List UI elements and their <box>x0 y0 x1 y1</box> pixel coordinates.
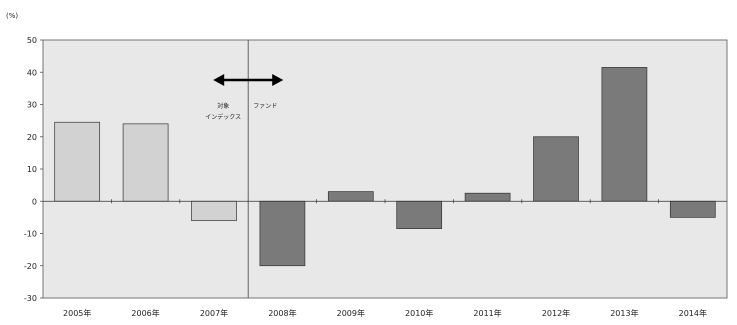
x-tick-label: 2005年 <box>63 308 91 318</box>
x-tick-label: 2006年 <box>131 308 159 318</box>
bar <box>191 200 237 221</box>
x-tick-label: 2008年 <box>268 308 296 318</box>
bar <box>533 136 579 202</box>
y-tick-label: -30 <box>24 294 37 303</box>
x-tick-label: 2009年 <box>337 308 365 318</box>
x-tick-label: 2007年 <box>200 308 228 318</box>
y-tick-label: 0 <box>32 197 37 206</box>
bar <box>396 200 443 230</box>
x-tick-label: 2013年 <box>610 308 638 318</box>
x-tick-label: 2012年 <box>542 308 570 318</box>
bar <box>327 191 374 202</box>
x-tick-label: 2010年 <box>405 308 433 318</box>
x-tick-label: 2011年 <box>473 308 501 318</box>
y-axis-ticks: 50 40 30 20 10 0 -10 -20 -30 <box>24 36 43 303</box>
y-tick-label: -10 <box>24 230 37 239</box>
y-tick-label: 30 <box>27 101 37 110</box>
y-unit-label: (%) <box>6 12 18 20</box>
bar <box>669 200 716 218</box>
y-tick-label: 40 <box>27 68 37 77</box>
bar <box>464 192 511 202</box>
bars <box>54 67 716 267</box>
bar <box>601 67 648 202</box>
y-tick-label: -20 <box>24 262 37 271</box>
annotation-fund-label: ファンド <box>253 103 277 110</box>
y-tick-label: 20 <box>27 133 37 142</box>
bar <box>122 123 169 202</box>
y-tick-label: 50 <box>27 36 37 45</box>
x-axis-labels: 2005年 2006年 2007年 2008年 2009年 2010年 2011年 2012年… <box>63 308 707 318</box>
annotation-index-label-1: 対象 <box>217 102 229 110</box>
x-tick-label: 2014年 <box>679 308 707 318</box>
bar <box>54 121 101 202</box>
y-tick-label: 10 <box>27 165 37 174</box>
period-arrow <box>213 74 284 86</box>
annotation-index-label-2: インデックス <box>205 113 241 121</box>
bar <box>259 200 306 267</box>
